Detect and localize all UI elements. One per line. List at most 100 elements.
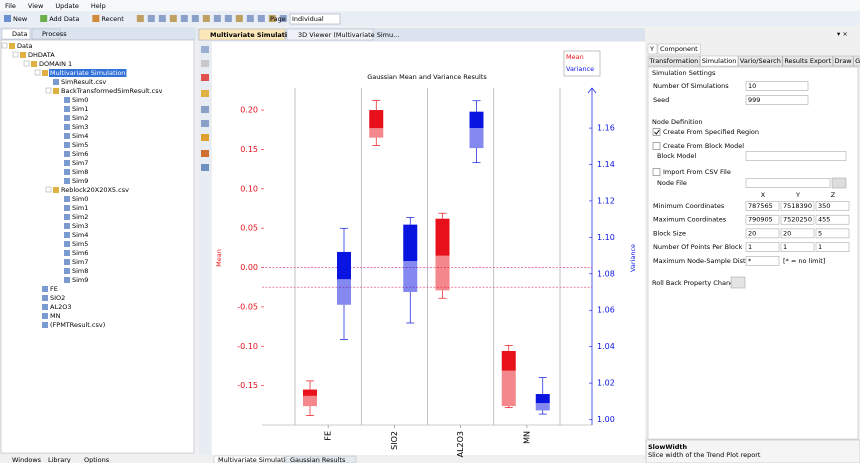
- tab[interactable]: [286, 28, 374, 41]
- tab[interactable]: [647, 43, 658, 55]
- input-box[interactable]: [780, 201, 815, 211]
- tree-node[interactable]: DOMAIN 1: [39, 60, 72, 68]
- tree-node[interactable]: Sim0: [72, 96, 88, 104]
- toolbar-icon[interactable]: [235, 15, 243, 22]
- tree-node[interactable]: Sim9: [72, 276, 88, 284]
- tree-node[interactable]: Sim4: [72, 231, 88, 239]
- tab-label[interactable]: Results Export: [784, 57, 831, 65]
- tree-node[interactable]: Sim1: [72, 105, 88, 113]
- tab-label[interactable]: Process: [42, 30, 67, 38]
- toolbar-icon[interactable]: [268, 15, 276, 22]
- tab[interactable]: [738, 55, 783, 67]
- toolbar-icon[interactable]: [158, 15, 166, 22]
- expander[interactable]: [12, 51, 19, 58]
- tree-node[interactable]: Sim2: [72, 114, 88, 122]
- rollback-button[interactable]: [730, 276, 746, 289]
- input-box[interactable]: [815, 214, 850, 225]
- expander[interactable]: [45, 87, 52, 94]
- toolbar-icon[interactable]: [92, 15, 100, 22]
- tree-node[interactable]: Sim0: [72, 195, 88, 203]
- tree-node[interactable]: Sim5: [72, 240, 88, 248]
- input-box[interactable]: [780, 228, 815, 239]
- tree-node[interactable]: Sim3: [72, 222, 88, 230]
- tab[interactable]: [285, 455, 357, 463]
- tab-label[interactable]: Windows: [12, 456, 42, 463]
- tree-node[interactable]: Sim6: [72, 150, 88, 158]
- tab-label[interactable]: Gaussian Results: [290, 456, 346, 463]
- tab-label[interactable]: Draw: [835, 57, 853, 65]
- tab[interactable]: [31, 28, 61, 40]
- browse-button[interactable]: [831, 177, 847, 189]
- toolbar-button[interactable]: Recent: [101, 15, 124, 23]
- expander[interactable]: [34, 69, 41, 76]
- input-box[interactable]: [815, 242, 850, 252]
- toolbar-icon[interactable]: [213, 15, 221, 22]
- menu-item[interactable]: File: [5, 2, 16, 10]
- toolbar-icon[interactable]: [147, 15, 155, 22]
- tree-node[interactable]: Sim7: [72, 159, 88, 167]
- input-box[interactable]: [745, 81, 809, 91]
- menu-item[interactable]: Help: [91, 2, 106, 10]
- tree-node[interactable]: (FPMTResult.csv): [50, 321, 105, 329]
- toolbar-icon[interactable]: [191, 15, 199, 22]
- toolbar-icon[interactable]: [169, 15, 177, 22]
- tree-node[interactable]: Sim4: [72, 132, 88, 140]
- tree-node[interactable]: FE: [50, 285, 58, 293]
- checkbox-label[interactable]: Import From CSV File: [663, 168, 731, 176]
- panel-menu-icon[interactable]: ▾ ×: [837, 30, 848, 38]
- checkbox[interactable]: [652, 168, 661, 176]
- tree-node[interactable]: Sim3: [72, 123, 88, 131]
- tree-node[interactable]: Sim8: [72, 168, 88, 176]
- tree-node[interactable]: Sim1: [72, 204, 88, 212]
- toolbar-icon[interactable]: [180, 15, 188, 22]
- checkbox[interactable]: [652, 128, 661, 136]
- page-dropdown[interactable]: [289, 13, 341, 25]
- expander[interactable]: [1, 42, 8, 49]
- input-box[interactable]: [745, 201, 780, 211]
- input-box[interactable]: [745, 178, 831, 188]
- input-box[interactable]: [780, 214, 815, 225]
- tab[interactable]: [782, 55, 833, 67]
- tree-node[interactable]: Sim8: [72, 267, 88, 275]
- toolbar-button[interactable]: New: [13, 15, 28, 23]
- tree-node[interactable]: BackTransformedSimResult.csv: [61, 87, 163, 95]
- tab-label[interactable]: Graph: [855, 57, 860, 65]
- tree-node[interactable]: Reblock20X20X5.csv: [61, 186, 129, 194]
- toolbar-icon[interactable]: [202, 15, 210, 22]
- tree-node[interactable]: Data: [17, 42, 33, 50]
- tab[interactable]: [1, 28, 31, 40]
- tree-node[interactable]: SimResult.csv: [61, 78, 106, 86]
- input-box[interactable]: [745, 242, 780, 252]
- menu-item[interactable]: View: [28, 2, 44, 10]
- expander[interactable]: [45, 186, 52, 193]
- input-box[interactable]: [745, 151, 847, 161]
- checkbox[interactable]: [652, 142, 661, 150]
- tab[interactable]: [213, 455, 285, 463]
- tree-node[interactable]: Sim2: [72, 213, 88, 221]
- tree-node[interactable]: Sim9: [72, 177, 88, 185]
- input-box[interactable]: [745, 228, 780, 239]
- tab-label[interactable]: Transformation: [649, 57, 699, 65]
- toolbar-icon[interactable]: [246, 15, 254, 22]
- tab-label[interactable]: Library: [48, 456, 71, 463]
- toolbar-icon[interactable]: [224, 15, 232, 22]
- toolbar-icon[interactable]: [279, 15, 287, 22]
- tab-label[interactable]: Options: [84, 456, 110, 463]
- tab-label[interactable]: Vario/Search: [740, 57, 781, 65]
- toolbar-icon[interactable]: [40, 15, 48, 22]
- tree-node[interactable]: SIO2: [50, 294, 65, 302]
- input-box[interactable]: [745, 95, 809, 105]
- toolbar-icon[interactable]: [257, 15, 265, 22]
- checkbox-label[interactable]: Create From Specified Region: [663, 128, 759, 136]
- tab-label[interactable]: 3D Viewer (Multivariate Simu...: [298, 31, 399, 39]
- input-box[interactable]: [745, 256, 780, 266]
- input-box[interactable]: [815, 201, 850, 211]
- tab[interactable]: [832, 55, 854, 67]
- expander[interactable]: [23, 60, 30, 67]
- tree-node[interactable]: MN: [50, 312, 61, 320]
- tree-node[interactable]: Sim6: [72, 249, 88, 257]
- toolbar-icon[interactable]: [136, 15, 144, 22]
- tree-node[interactable]: Sim5: [72, 141, 88, 149]
- menu-item[interactable]: Update: [55, 2, 79, 10]
- tree-node[interactable]: DHDATA: [28, 51, 55, 59]
